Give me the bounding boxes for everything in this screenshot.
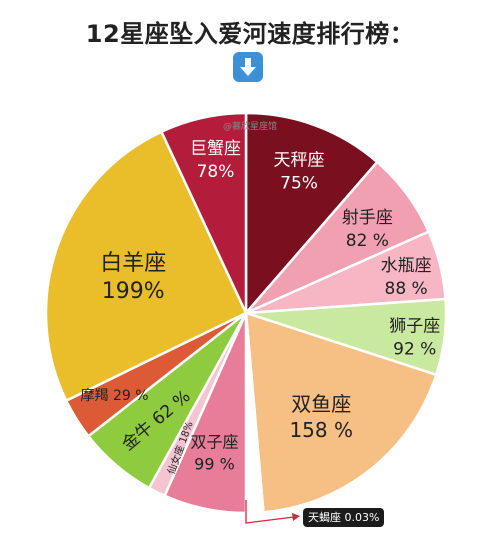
watermark-text: @慕欣星座馆 [223,122,278,132]
page-title: 12星座坠入爱河速度排行榜： [85,20,415,48]
slice-value-label: 78% [197,162,235,182]
slice-value-label: 158 % [289,418,353,442]
slice-label-group: 白羊座 199% [100,251,166,304]
slice-label-group: 水瓶座 88 % [381,256,432,299]
callout-label: 天蝎座 0.03% [303,508,385,527]
slice-name-label: 巨蟹座 [190,139,241,159]
slice-name-label: 天秤座 [274,150,325,170]
slice-label-group: 摩羯 29 % [81,387,149,404]
slice-value-label: 82 % [346,231,389,251]
slice-name-label: 射手座 [342,208,393,228]
slice-value-label: 75% [280,173,318,193]
slice-value-label: 92 % [393,340,436,360]
slice-name-label: 狮子座 [389,317,440,337]
pie-slice [244,311,438,514]
pie-slice [159,111,248,314]
down-arrow-icon [233,52,263,82]
slice-label-group: 双子座 99 % [190,432,238,473]
slice-label-group: 天秤座 75% [274,150,325,193]
callout-arrowhead [292,513,300,521]
pie-slice [44,130,248,403]
pie-slice [244,111,379,317]
slice-label-group: 巨蟹座 78% [190,139,241,182]
slice-label-group: 狮子座 92 % [389,317,440,360]
callout-pointer [245,500,295,524]
slice-label-group: 射手座 82 % [342,208,393,251]
slice-name-label: 白羊座 [100,251,166,276]
slice-value-label: 99 % [194,454,235,473]
slice-value-label: 199% [102,279,165,304]
slice-name-label: 摩羯 29 % [81,387,149,404]
slice-name-label: 水瓶座 [381,256,432,276]
slice-name-label: 双子座 [190,432,238,451]
slice-name-label: 双鱼座 [291,392,351,416]
slice-value-label: 88 % [384,279,427,299]
